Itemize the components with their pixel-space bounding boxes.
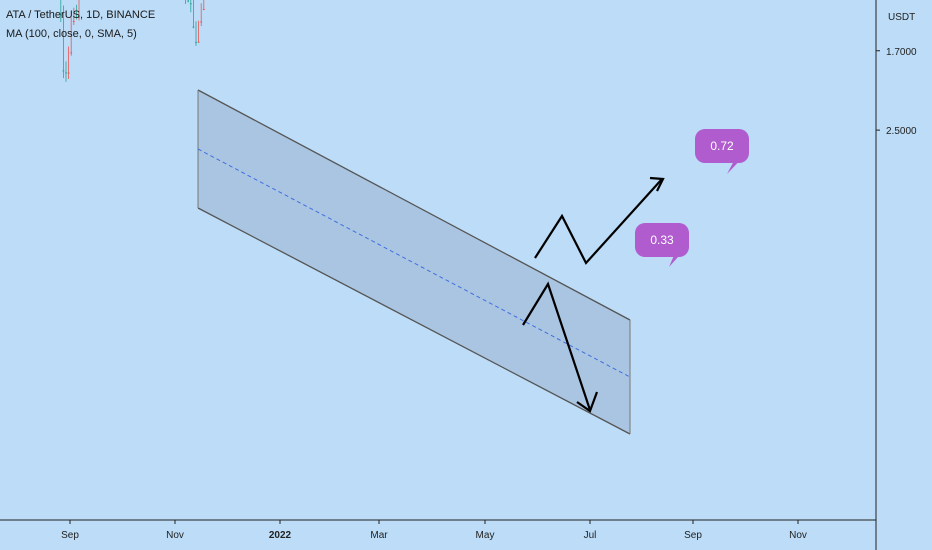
channel-upper-line[interactable]	[197, 89, 631, 321]
target-bubble-mid[interactable]	[635, 223, 689, 257]
indicator-legend[interactable]: MA (100, close, 0, SMA, 5)	[6, 28, 137, 40]
bearish-arrow-head	[576, 391, 599, 413]
candle-body	[72, 21, 75, 23]
candle-body	[78, 16, 80, 18]
candle-body	[70, 52, 73, 54]
candle-body	[195, 41, 197, 43]
candle-body	[59, 14, 62, 16]
time-axis-tick-label: Nov	[166, 530, 184, 541]
candle-body	[197, 41, 200, 43]
channel-lower-line[interactable]	[197, 207, 631, 435]
time-axis-tick-label: Mar	[370, 530, 388, 541]
candle-body	[189, 3, 192, 5]
channel-fill[interactable]	[198, 90, 630, 434]
time-axis-tick-label: 2022	[269, 530, 292, 541]
target-bubble-upper[interactable]	[695, 129, 749, 163]
symbol-title: ATA / TetherUS, 1D, BINANCE	[6, 9, 156, 21]
time-axis-tick-label: Sep	[684, 530, 702, 541]
candle-body	[67, 72, 70, 74]
candle-body	[75, 16, 78, 18]
candle-body	[200, 21, 203, 23]
channel-midline[interactable]	[197, 148, 631, 378]
time-axis-tick-label: Sep	[61, 530, 79, 541]
candle-body	[62, 70, 65, 72]
candle-body	[202, 9, 205, 11]
price-axis-unit: USDT	[888, 12, 915, 23]
time-axis-tick-label: May	[476, 530, 495, 541]
target-bubble-upper-label: 0.72	[710, 139, 734, 153]
price-axis-tick-label: 2.5000	[886, 126, 917, 137]
target-bubble-mid-label: 0.33	[650, 233, 674, 247]
price-axis-tick-label: 1.7000	[886, 47, 917, 58]
bearish-projection-path[interactable]	[522, 281, 592, 411]
time-axis-tick-label: Jul	[584, 530, 597, 541]
bullish-arrow-head	[649, 176, 665, 192]
candle-body	[187, 0, 190, 2]
time-axis-tick-label: Nov	[789, 530, 807, 541]
bullish-projection-path[interactable]	[534, 178, 663, 265]
candle-body	[192, 26, 195, 28]
candle-body	[65, 72, 67, 74]
